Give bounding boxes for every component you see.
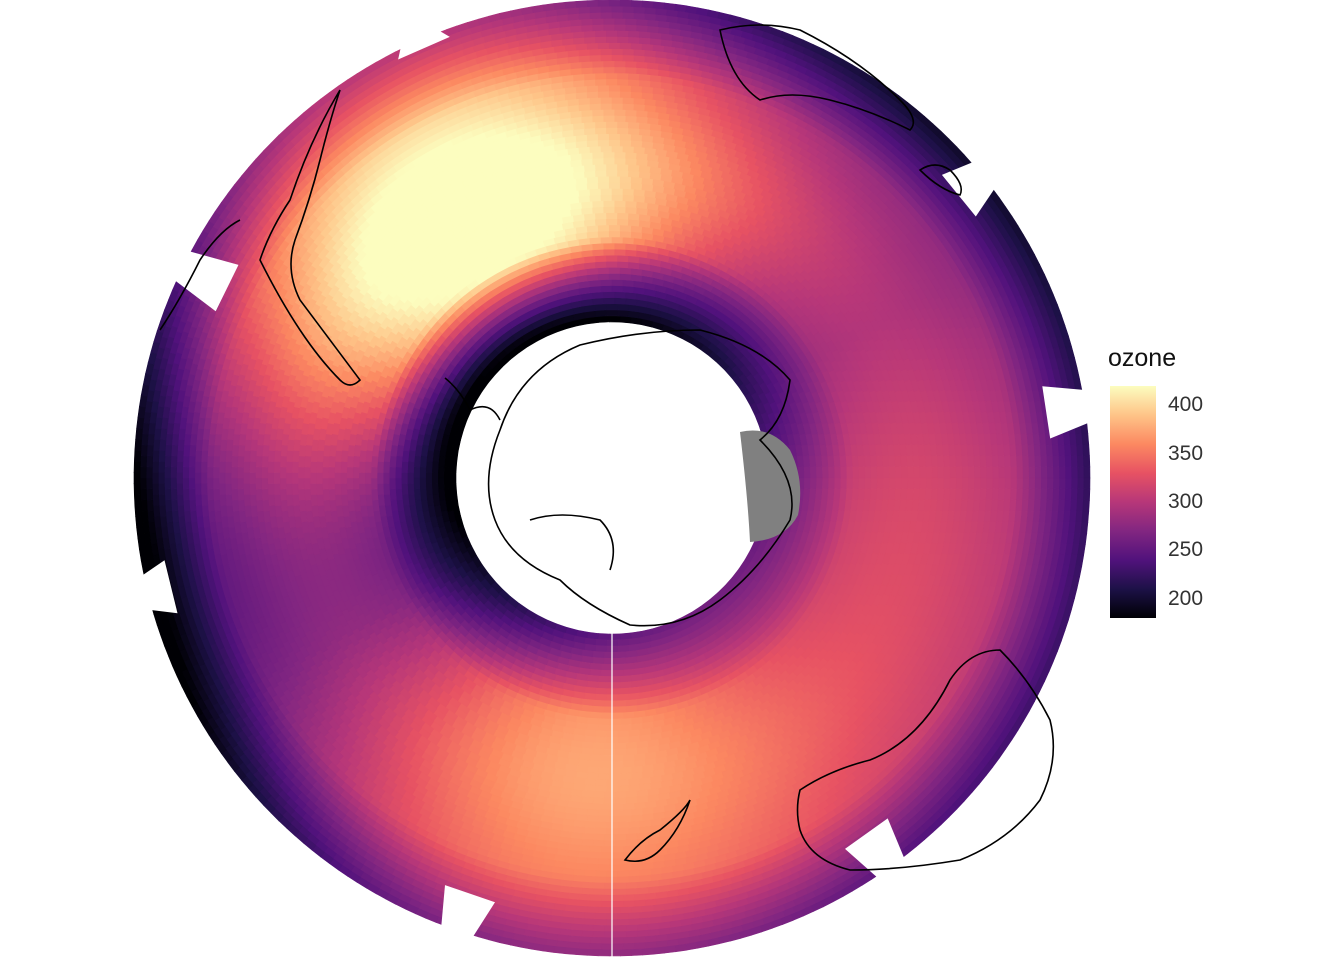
new-zealand-coastline (623, 799, 691, 863)
ross-ice-shelf-coastline (529, 514, 615, 571)
legend-colorbar (1110, 386, 1156, 618)
ozone-legend: ozone 400 350 300 250 200 (1104, 344, 1224, 634)
legend-tick-label: 300 (1168, 490, 1204, 513)
missing-data-region (740, 430, 801, 542)
south-america-coastline (259, 89, 362, 386)
legend-tick (1156, 453, 1164, 455)
southern-tip-coastline (159, 219, 241, 331)
madagascar-coastline (918, 164, 963, 196)
legend-tick (1156, 404, 1164, 406)
antarctic-peninsula-coastline (444, 377, 501, 421)
legend-tick (1156, 549, 1164, 551)
legend-title: ozone (1108, 344, 1177, 372)
antarctica-coastline (487, 329, 793, 627)
legend-tick-label: 350 (1168, 441, 1204, 465)
ozone-heatmap (133, 0, 1092, 958)
legend-tick-label: 200 (1168, 586, 1204, 610)
coastlines (159, 24, 1055, 871)
legend-tick (1156, 598, 1164, 600)
southern-africa-coastline (719, 24, 915, 131)
legend-tick-label: 400 (1168, 393, 1204, 417)
australia-coastline (796, 649, 1055, 871)
legend-tick (1156, 501, 1164, 503)
legend-tick-label: 250 (1168, 538, 1204, 562)
